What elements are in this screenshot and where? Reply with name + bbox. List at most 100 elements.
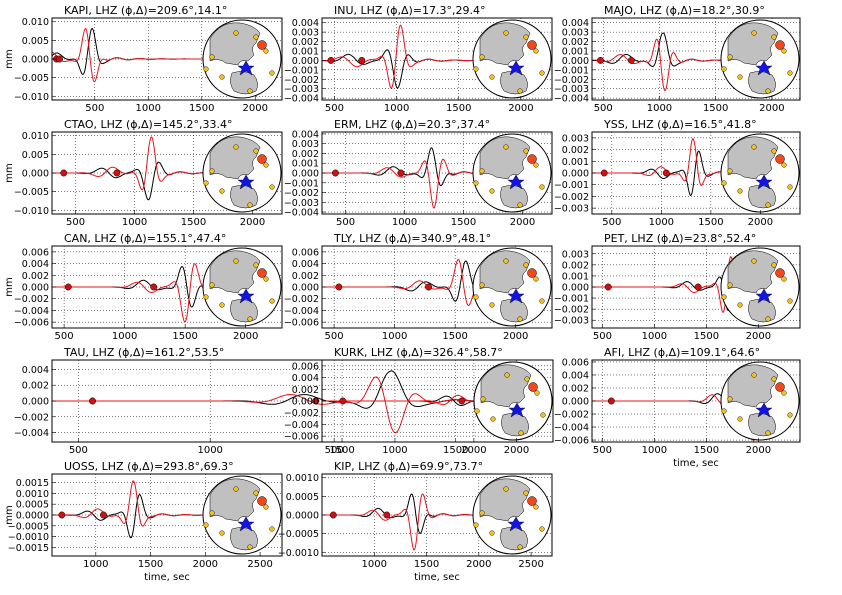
y-tick-label: 0.001 bbox=[562, 271, 589, 282]
y-tick-label: 0.000 bbox=[292, 283, 319, 294]
station-marker bbox=[737, 188, 743, 194]
station-marker bbox=[203, 522, 209, 528]
y-tick-label: 0.004 bbox=[22, 259, 49, 270]
y-tick-label: 0.000 bbox=[292, 397, 319, 408]
y-tick-label: 0.001 bbox=[562, 157, 589, 168]
asia-landmass bbox=[727, 250, 779, 294]
station-marker bbox=[247, 202, 253, 208]
seismogram-panel-majo: 500 1000 1500 2000 0.0040.0030.0020.0010.000… bbox=[554, 4, 801, 114]
station-marker bbox=[489, 188, 495, 194]
station-marker bbox=[480, 396, 486, 402]
y-tick-label: 0.000 bbox=[562, 397, 589, 408]
station-marker bbox=[253, 148, 259, 154]
y-tick-label: 0.0000 bbox=[286, 511, 319, 522]
y-tick-label: 0.004 bbox=[292, 18, 319, 29]
station-marker bbox=[765, 430, 771, 436]
arrival-marker bbox=[60, 169, 68, 177]
x-tick-label: 2000 bbox=[461, 445, 486, 456]
y-tick-label: −0.002 bbox=[284, 294, 319, 305]
x-tick-label: 1500 bbox=[138, 559, 163, 570]
y-tick-label: 0.003 bbox=[292, 139, 319, 150]
x-tick-label: 2000 bbox=[746, 331, 771, 342]
y-tick-label: −0.004 bbox=[554, 94, 589, 105]
y-tick-label: −0.004 bbox=[284, 420, 319, 431]
epicenter-star-icon bbox=[755, 60, 773, 76]
current-station-marker bbox=[527, 496, 537, 506]
y-tick-label: −0.006 bbox=[284, 432, 319, 443]
station-marker bbox=[524, 376, 530, 382]
panel-title: KIP, LHZ (ϕ,Δ)=69.9°,73.7° bbox=[334, 460, 483, 473]
x-tick-label: 2000 bbox=[503, 331, 528, 342]
station-marker bbox=[533, 48, 539, 54]
arrival-marker bbox=[150, 283, 158, 291]
current-station-marker bbox=[527, 154, 537, 164]
y-tick-label: 0.006 bbox=[292, 247, 319, 258]
station-marker bbox=[751, 144, 757, 150]
y-tick-label: −0.004 bbox=[14, 428, 49, 439]
asia-landmass bbox=[479, 250, 531, 294]
station-marker bbox=[253, 490, 259, 496]
station-marker bbox=[263, 48, 269, 54]
station-marker bbox=[727, 54, 733, 60]
panel-title: AFI, LHZ (ϕ,Δ)=109.1°,64.6° bbox=[604, 346, 760, 359]
epicenter-star-icon bbox=[507, 516, 525, 532]
current-station-marker bbox=[775, 40, 785, 50]
x-tick-label: 1000 bbox=[197, 445, 222, 456]
australia-landmass bbox=[748, 185, 776, 209]
station-marker bbox=[263, 162, 269, 168]
station-marker bbox=[219, 530, 225, 536]
y-tick-label: −0.002 bbox=[284, 188, 319, 199]
station-marker bbox=[539, 526, 545, 532]
australia-landmass bbox=[501, 413, 529, 437]
x-tick-label: 2000 bbox=[240, 217, 265, 228]
station-marker bbox=[203, 294, 209, 300]
y-tick-label: 0.003 bbox=[562, 133, 589, 144]
station-marker bbox=[721, 294, 727, 300]
station-map-globe bbox=[720, 19, 800, 99]
station-marker bbox=[489, 74, 495, 80]
y-tick-label: 0.002 bbox=[562, 383, 589, 394]
station-marker bbox=[503, 144, 509, 150]
arrival-marker bbox=[113, 169, 121, 177]
station-marker bbox=[503, 30, 509, 36]
x-tick-label: 500 bbox=[594, 103, 613, 114]
y-tick-label: −0.0005 bbox=[278, 529, 319, 540]
y-tick-label: −0.006 bbox=[554, 436, 589, 447]
y-tick-label: 0.000 bbox=[22, 169, 49, 180]
epicenter-star-icon bbox=[237, 174, 255, 190]
station-marker bbox=[219, 302, 225, 308]
station-marker bbox=[751, 30, 757, 36]
x-tick-label: 1500 bbox=[694, 331, 719, 342]
y-tick-label: −0.0010 bbox=[8, 532, 49, 543]
australia-landmass bbox=[230, 299, 258, 323]
y-tick-label: −0.004 bbox=[284, 208, 319, 219]
arrival-marker bbox=[58, 511, 66, 519]
station-marker bbox=[771, 34, 777, 40]
seismogram-panel-kapi: 500 1000 1500 2000 0.010 0.005 0.000 −0.005 −0.0… bbox=[4, 4, 283, 114]
x-tick-label: 2000 bbox=[759, 103, 784, 114]
x-tick-label: 1000 bbox=[122, 217, 147, 228]
x-tick-label: 500 bbox=[602, 217, 621, 228]
x-tick-label: 1000 bbox=[112, 331, 137, 342]
epicenter-star-icon bbox=[507, 60, 525, 76]
y-tick-label: 0.000 bbox=[562, 56, 589, 67]
station-marker bbox=[263, 276, 269, 282]
y-tick-label: 0.004 bbox=[292, 373, 319, 384]
seismogram-panel-tly: 500 1000 1500 20000.0060.0040.0020.000−0.00… bbox=[284, 232, 553, 342]
y-tick-label: −0.002 bbox=[284, 408, 319, 419]
x-tick-label: 1500 bbox=[181, 217, 206, 228]
station-marker bbox=[479, 510, 485, 516]
seismogram-panel-kurk: 500 1000 1500 20000.0060.0040.0020.000−0.00… bbox=[284, 346, 554, 456]
station-marker bbox=[203, 180, 209, 186]
station-marker bbox=[233, 144, 239, 150]
y-tick-label: 0.004 bbox=[292, 259, 319, 270]
synthetic-trace bbox=[52, 376, 553, 434]
y-tick-label: 0.0010 bbox=[286, 473, 319, 484]
x-tick-label: 2000 bbox=[748, 217, 773, 228]
arrival-marker bbox=[329, 511, 337, 519]
station-marker bbox=[540, 412, 546, 418]
station-marker bbox=[479, 168, 485, 174]
station-marker bbox=[517, 544, 523, 550]
station-marker bbox=[787, 298, 793, 304]
x-tick-label: 1000 bbox=[382, 445, 407, 456]
